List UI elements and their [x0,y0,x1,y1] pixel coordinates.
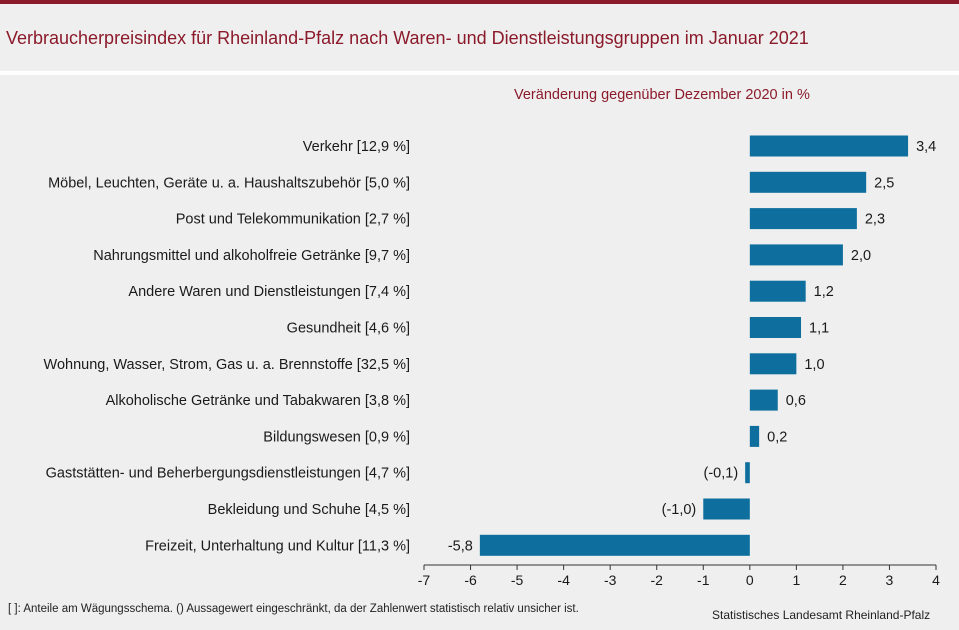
data-label: (-1,0) [662,502,697,518]
data-label: 1,1 [809,321,829,337]
x-tick-label: 0 [746,572,754,588]
source-credit: Statistisches Landesamt Rheinland-Pfalz [712,608,931,622]
category-label: Möbel, Leuchten, Geräte u. a. Haushaltsz… [48,175,410,191]
x-tick-label: 1 [792,572,800,588]
x-tick-label: -2 [651,572,664,588]
category-label: Gesundheit [4,6 %] [287,321,410,337]
category-label: Alkoholische Getränke und Tabakwaren [3,… [106,393,410,409]
x-tick-label: -1 [697,572,710,588]
chart-title: Verbraucherpreisindex für Rheinland-Pfal… [6,28,809,48]
data-label: (-0,1) [704,466,739,482]
data-label: 1,0 [804,357,824,373]
x-tick-label: -5 [511,572,524,588]
bar [479,534,750,556]
x-tick-label: -4 [557,572,570,588]
category-label: Bekleidung und Schuhe [4,5 %] [208,502,410,518]
data-label: 2,3 [865,212,885,228]
bar [749,280,806,302]
top-rule [0,0,959,4]
bar [703,498,750,520]
x-tick-label: 2 [839,572,847,588]
data-label: 2,0 [851,248,871,264]
bar [749,317,802,338]
bar [749,208,857,230]
data-label: -5,8 [448,538,473,554]
chart-subtitle: Veränderung gegenüber Dezember 2020 in % [514,87,810,103]
x-tick-label: 3 [886,572,894,588]
category-label: Bildungswesen [0,9 %] [263,429,410,445]
x-tick-label: -3 [604,572,617,588]
x-tick-label: 4 [932,572,940,588]
bar [749,425,760,447]
x-tick-label: -7 [418,572,431,588]
bar [749,353,797,375]
category-label: Nahrungsmittel und alkoholfreie Getränke… [93,248,410,264]
data-label: 0,6 [786,393,806,409]
bar [749,244,843,266]
bar-chart: Verkehr [12,9 %] 3,4 Möbel, Leuchten, Gerä… [44,135,940,588]
data-label: 2,5 [874,175,894,191]
data-label: 3,4 [916,139,936,155]
bar [749,171,867,193]
footnote: [ ]: Anteile am Wägungsschema. () Aussag… [8,603,579,615]
bar [745,462,750,484]
category-label: Freizeit, Unterhaltung und Kultur [11,3 … [145,538,410,554]
bar [749,135,909,157]
data-label: 0,2 [767,429,787,445]
category-label: Andere Waren und Dienstleistungen [7,4 %… [128,284,410,300]
category-label: Gaststätten- und Beherbergungsdienstleis… [46,466,410,482]
bar [749,389,778,411]
category-label: Verkehr [12,9 %] [303,139,410,155]
category-label: Post und Telekommunikation [2,7 %] [176,212,410,228]
data-label: 1,2 [814,284,834,300]
x-tick-label: -6 [464,572,477,588]
category-label: Wohnung, Wasser, Strom, Gas u. a. Brenns… [44,357,410,373]
title-separator [0,71,959,75]
